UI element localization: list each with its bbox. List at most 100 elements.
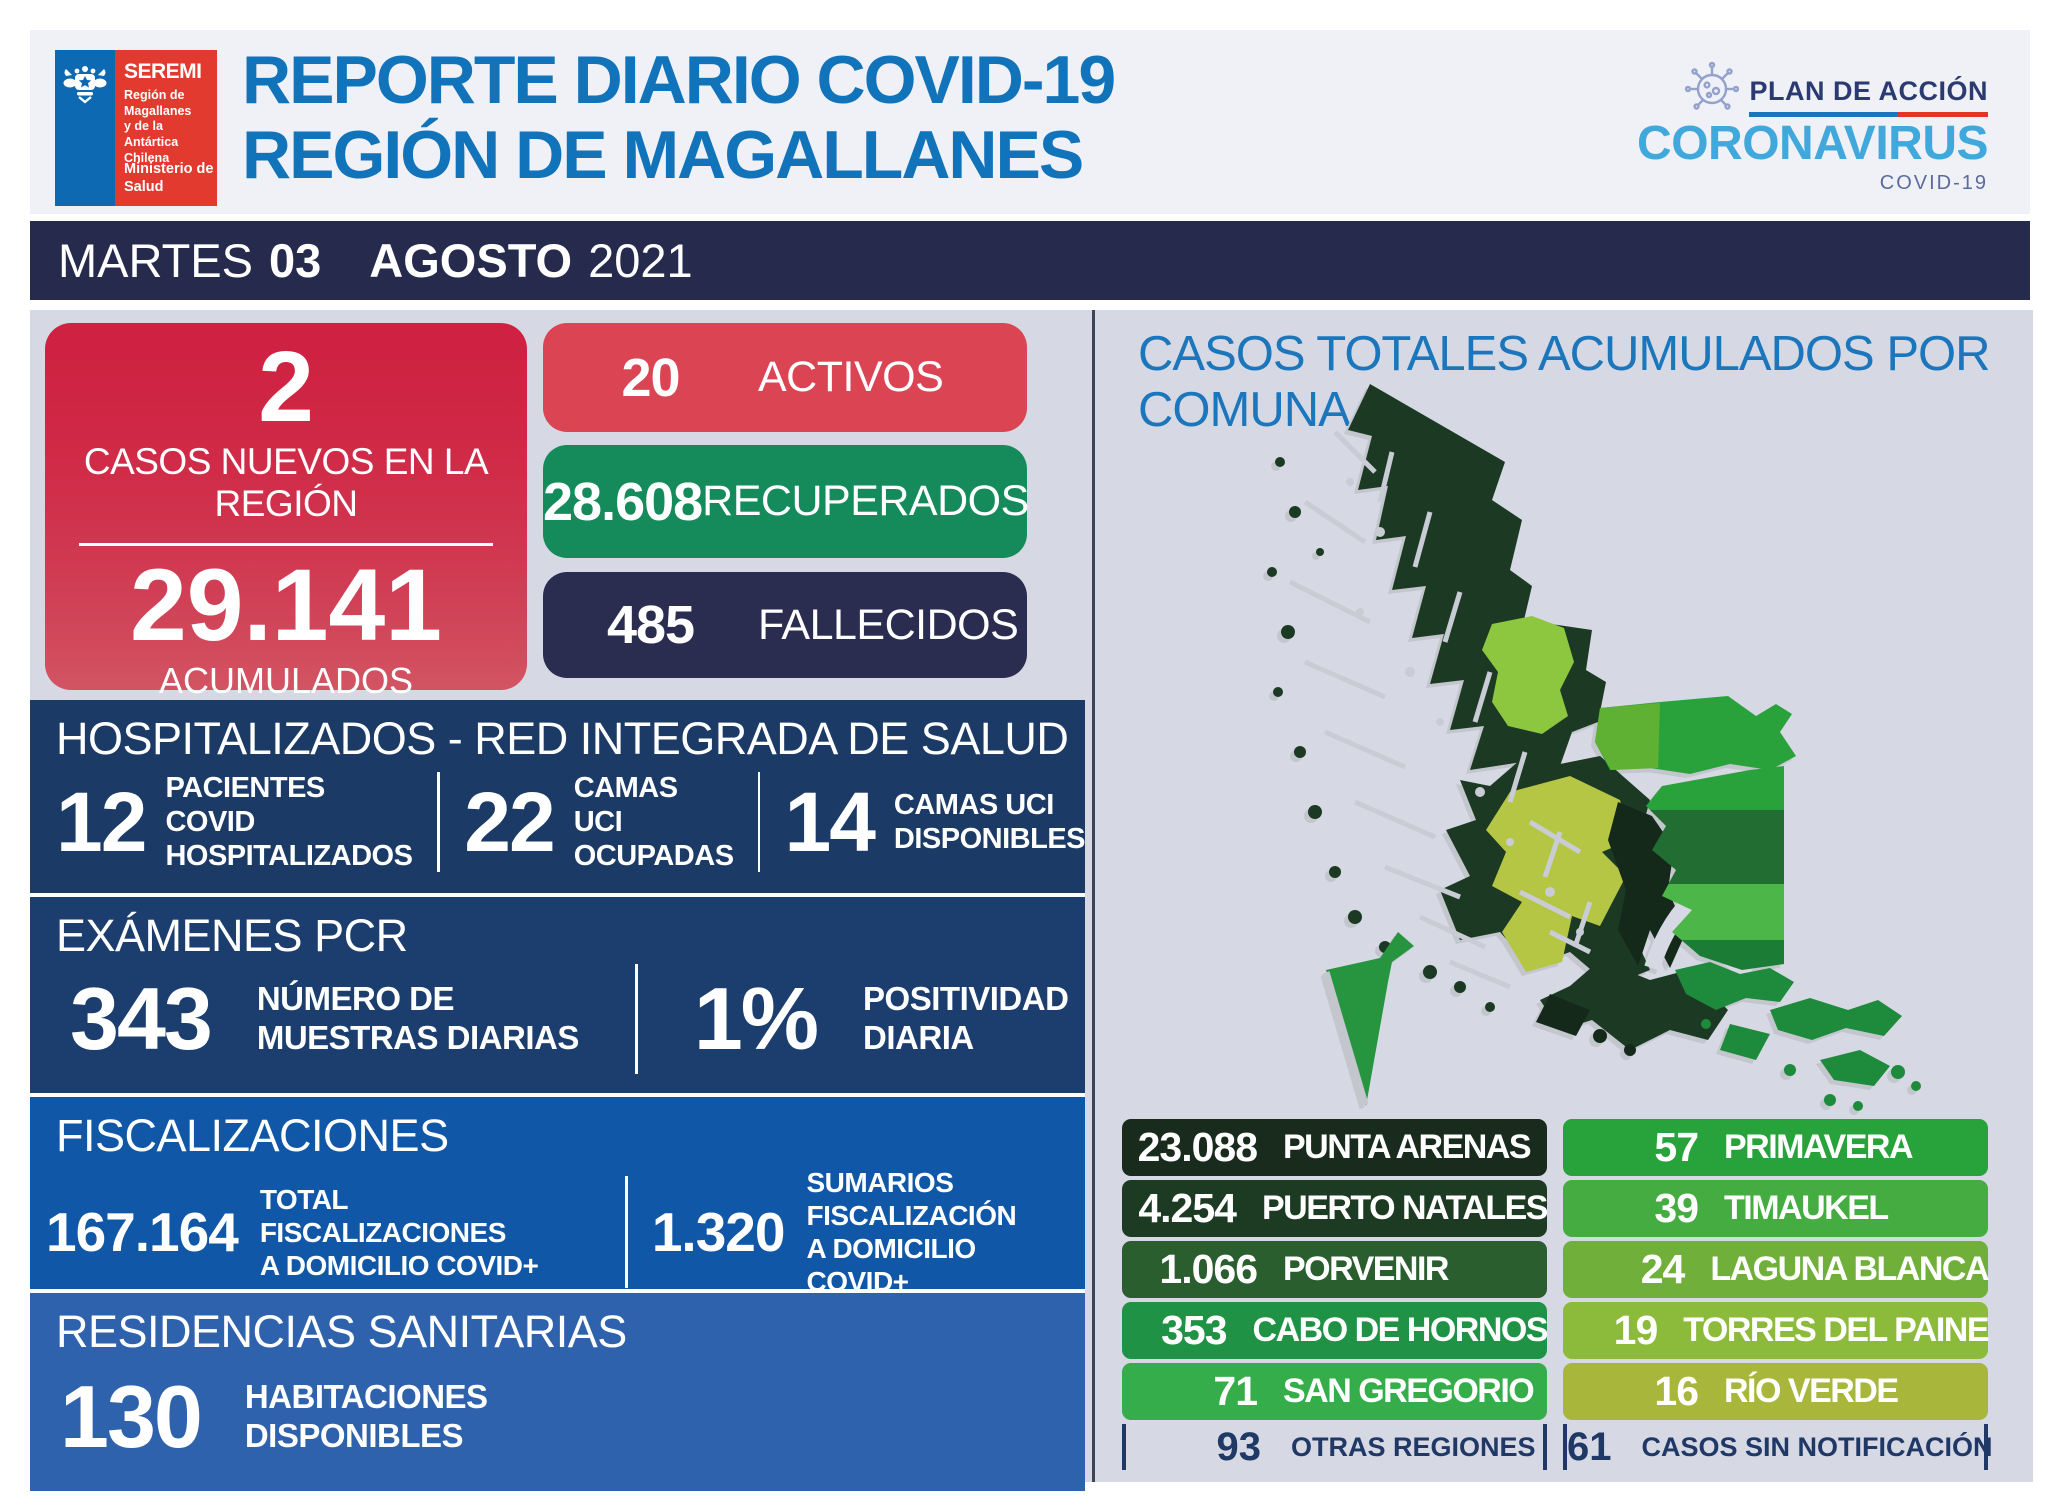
hospitalized-section: HOSPITALIZADOS - RED INTEGRADA DE SALUD … <box>30 700 1086 893</box>
panel-separator-line <box>1092 310 1095 1482</box>
table-row: 1.066 PORVENIR <box>1122 1241 1547 1298</box>
unnotified-cases-label: CASOS SIN NOTIFICACIÓN <box>1641 1431 1993 1462</box>
hospitalized-patients-label: PACIENTES COVID HOSPITALIZADOS <box>165 772 413 873</box>
virus-icon <box>1681 54 1740 117</box>
hospitalized-title: HOSPITALIZADOS - RED INTEGRADA DE SALUD <box>56 713 1069 764</box>
content-band: 2 CASOS NUEVOS EN LA REGIÓN 29.141 ACUMU… <box>30 310 2033 1491</box>
commune-value: 4.254 <box>1138 1185 1237 1231</box>
rooms-value: 130 <box>60 1367 203 1466</box>
hospitalized-patients-stat: 12 PACIENTES COVID HOSPITALIZADOS <box>56 771 413 874</box>
rooms-stat: 130 HABITACIONES DISPONIBLES <box>60 1366 488 1468</box>
map-lakes <box>1346 478 1584 936</box>
inspections-section: FISCALIZACIONES 167.164 TOTAL FISCALIZAC… <box>30 1093 1085 1297</box>
pcr-samples-value: 343 <box>70 969 213 1068</box>
commune-name: SAN GREGORIO <box>1283 1372 1535 1410</box>
active-cases-value: 20 <box>621 347 680 408</box>
page-title-line2: REGIÓN DE MAGALLANES <box>242 117 1084 194</box>
commune-name: PUERTO NATALES <box>1261 1189 1549 1227</box>
commune-name: PRIMAVERA <box>1724 1128 1914 1166</box>
communes-table-left: 23.088 PUNTA ARENAS 4.254 PUERTO NATALES… <box>1122 1119 1549 1470</box>
table-row: 24 LAGUNA BLANCA <box>1563 1241 1989 1298</box>
ministry-of-health-logo: SEREMI Región de Magallanes y de la Antá… <box>55 50 217 206</box>
map-landmasses <box>1267 384 1921 1111</box>
magallanes-choropleth-map <box>1130 372 2010 1117</box>
icu-available-stat: 14 CAMAS UCI DISPONIBLES <box>784 774 1085 871</box>
recovered-label: RECUPERADOS <box>702 477 1029 525</box>
table-row: 4.254 PUERTO NATALES <box>1122 1180 1549 1237</box>
recovered-value: 28.608 <box>543 471 703 532</box>
icu-available-value: 14 <box>784 774 875 869</box>
new-cases-card: 2 CASOS NUEVOS EN LA REGIÓN 29.141 ACUMU… <box>45 323 527 701</box>
table-row: 353 CABO DE HORNOS <box>1122 1302 1549 1359</box>
accumulated-label: ACUMULADOS <box>158 660 414 701</box>
deceased-pill: 485 FALLECIDOS <box>543 572 1027 678</box>
commune-name: RÍO VERDE <box>1724 1372 1899 1410</box>
positivity-stat: 1% POSITIVIDAD DIARIA <box>694 968 1069 1070</box>
stat-divider <box>757 772 761 873</box>
inspections-title: FISCALIZACIONES <box>56 1110 449 1161</box>
seremi-label: SEREMI <box>124 60 202 83</box>
new-cases-value: 2 <box>258 331 314 443</box>
new-cases-label: CASOS NUEVOS EN LA REGIÓN <box>83 441 489 524</box>
year-label: 2021 <box>588 234 693 287</box>
commune-value: 24 <box>1640 1246 1686 1292</box>
map-fjords <box>1288 430 1593 990</box>
commune-name: TIMAUKEL <box>1724 1189 1889 1227</box>
stat-divider <box>437 772 441 873</box>
commune-value: 71 <box>1213 1368 1258 1414</box>
active-cases-label: ACTIVOS <box>758 353 944 401</box>
inspections-total-label: TOTAL FISCALIZACIONES A DOMICILIO COVID+ <box>259 1183 539 1281</box>
chile-coat-of-arms-icon <box>55 50 115 206</box>
commune-value: 57 <box>1654 1124 1699 1170</box>
other-regions-value: 93 <box>1216 1424 1262 1469</box>
active-cases-pill: 20 ACTIVOS <box>543 323 1027 432</box>
communes-panel-title: CASOS TOTALES ACUMULADOS POR COMUNA <box>1138 327 1991 437</box>
pcr-section: EXÁMENES PCR 343 NÚMERO DE MUESTRAS DIAR… <box>30 893 1085 1093</box>
page-title: REPORTE DIARIO COVID-19 REGIÓN DE MAGALL… <box>242 45 1116 194</box>
commune-name: TORRES DEL PAINE <box>1683 1311 1989 1349</box>
positivity-label: POSITIVIDAD DIARIA <box>863 980 1069 1056</box>
unnotified-cases-value: 61 <box>1567 1424 1612 1469</box>
unnotified-cases-row: 61 CASOS SIN NOTIFICACIÓN <box>1563 1424 1993 1470</box>
table-row: 39 TIMAUKEL <box>1563 1180 1988 1237</box>
table-row: 57 PRIMAVERA <box>1563 1119 1988 1176</box>
stat-divider <box>634 964 638 1074</box>
commune-value: 39 <box>1654 1185 1699 1231</box>
icu-available-label: CAMAS UCI DISPONIBLES <box>893 789 1086 856</box>
coronavirus-brand-label: CORONAVIRUS <box>1637 117 1988 170</box>
pcr-samples-stat: 343 NÚMERO DE MUESTRAS DIARIAS <box>70 968 579 1070</box>
commune-value: 19 <box>1613 1307 1659 1353</box>
commune-value: 16 <box>1654 1368 1699 1414</box>
inspections-summaries-stat: 1.320 SUMARIOS FISCALIZACIÓN A DOMICILIO… <box>652 1166 1085 1298</box>
table-row: 16 RÍO VERDE <box>1563 1363 1988 1420</box>
inspections-total-stat: 167.164 TOTAL FISCALIZACIONES A DOMICILI… <box>46 1183 601 1282</box>
communes-table-right: 57 PRIMAVERA 39 TIMAUKEL 24 LAGUNA BLANC… <box>1563 1119 1993 1470</box>
coronavirus-action-plan-logo: PLAN DE ACCIÓN CORONAVIRUS COVID-19 <box>1637 54 1988 195</box>
commune-value: 23.088 <box>1137 1124 1258 1170</box>
commune-name: PORVENIR <box>1283 1250 1449 1288</box>
pcr-title: EXÁMENES PCR <box>56 910 408 961</box>
report-header: SEREMI Región de Magallanes y de la Antá… <box>30 30 2030 214</box>
weekday-label: MARTES <box>58 234 253 287</box>
recovered-pill: 28.608 RECUPERADOS <box>543 445 1029 558</box>
seremi-region-label: Región de Magallanes y de la Antártica C… <box>124 88 192 165</box>
hospitalized-patients-value: 12 <box>56 774 147 869</box>
icu-occupied-value: 22 <box>464 774 555 869</box>
deceased-label: FALLECIDOS <box>758 600 1019 649</box>
table-row: 23.088 PUNTA ARENAS <box>1122 1119 1547 1176</box>
residences-title: RESIDENCIAS SANITARIAS <box>56 1306 627 1357</box>
rooms-label: HABITACIONES DISPONIBLES <box>244 1378 488 1454</box>
plan-de-accion-label: PLAN DE ACCIÓN <box>1749 76 1988 117</box>
other-regions-row: 93 OTRAS REGIONES <box>1122 1424 1547 1470</box>
covid19-sub-label: COVID-19 <box>1879 172 1988 194</box>
deceased-value: 485 <box>606 595 695 655</box>
commune-name: CABO DE HORNOS <box>1252 1311 1549 1349</box>
inspections-total-value: 167.164 <box>46 1201 239 1264</box>
commune-value: 1.066 <box>1159 1246 1258 1292</box>
ministry-label: Ministerio de Salud <box>124 161 214 195</box>
positivity-value: 1% <box>693 969 819 1068</box>
pcr-samples-label: NÚMERO DE MUESTRAS DIARIAS <box>256 980 580 1056</box>
commune-value: 353 <box>1161 1307 1227 1353</box>
inspections-summaries-value: 1.320 <box>651 1201 786 1264</box>
card-divider <box>78 543 494 546</box>
